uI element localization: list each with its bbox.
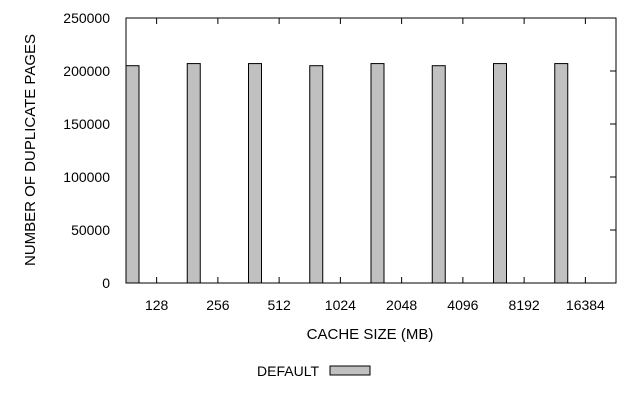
bar-256 [186,63,201,284]
x-axis-ticks: 128 256 512 1024 2048 4096 8192 16384 [145,18,605,313]
y-tick-label: 200000 [63,63,110,79]
bar-4096 [431,65,446,284]
x-tick-label: 2048 [386,297,417,313]
bar-512 [248,63,262,284]
x-axis-label: CACHE SIZE (MB) [307,326,434,343]
y-tick-label: 150000 [63,116,110,132]
bar-series-default [125,63,569,284]
x-tick-label: 16384 [566,297,605,313]
x-tick-label: 1024 [325,297,356,313]
x-tick-label: 4096 [447,297,478,313]
legend-swatch-default [329,365,371,376]
x-tick-label: 128 [145,297,169,313]
legend-label-default: DEFAULT [257,363,319,379]
y-axis-label: NUMBER OF DUPLICATE PAGES [22,34,39,266]
plot-frame [125,17,617,284]
x-tick-label: 512 [267,297,291,313]
bar-16384 [554,63,569,284]
bar-1024 [309,65,324,284]
x-tick-label: 8192 [509,297,540,313]
bar-8192 [493,63,507,284]
x-tick-label: 256 [206,297,230,313]
bar-2048 [370,63,385,284]
y-axis-ticks: 0 50000 100000 150000 200000 250000 [63,10,616,291]
y-tick-label: 50000 [71,222,110,238]
y-tick-label: 250000 [63,10,110,26]
legend: DEFAULT [257,363,371,379]
bar-128 [125,65,140,284]
y-tick-label: 100000 [63,169,110,185]
y-tick-label: 0 [102,275,110,291]
